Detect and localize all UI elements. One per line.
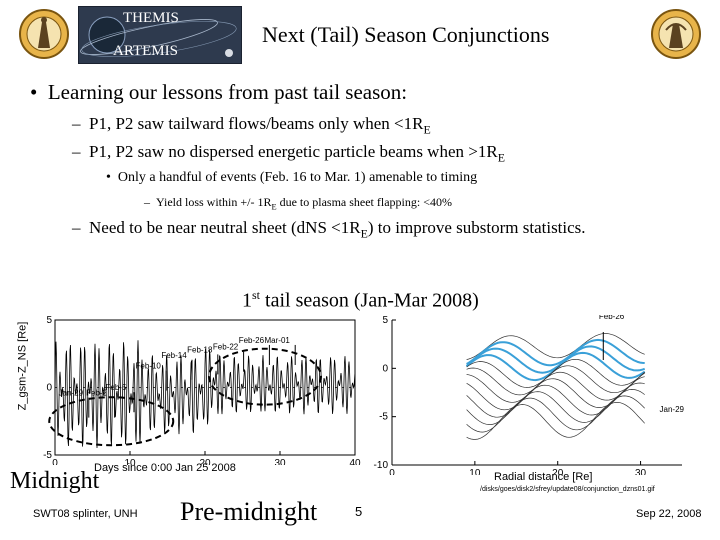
chart-event-label: Feb-2 — [86, 389, 107, 398]
orbit-xtick-label: 10 — [469, 468, 481, 475]
orbit-curve — [466, 382, 645, 418]
chart-ytick-label: 5 — [46, 315, 52, 326]
highlight-ellipse-right — [208, 347, 322, 406]
orbit-ytick-label: -5 — [379, 412, 388, 423]
midnight-label: Midnight — [10, 468, 100, 494]
orbit-curve — [466, 402, 645, 440]
orbit-curve — [466, 395, 645, 433]
footer-date: Sep 22, 2008 — [636, 508, 702, 520]
orbit-plot: 0 10 20 30 5 0 -5 -10 Feb-26 Jan-29 — [374, 315, 685, 475]
chart-xtick-label: 10 — [124, 458, 136, 465]
orbit-xtick-label: 20 — [552, 468, 564, 475]
chart-ytick-label: -5 — [43, 450, 52, 461]
bullet-sub1: – P1, P2 saw tailward flows/beams only w… — [72, 114, 431, 137]
orbit-label-top: Feb-26 — [599, 315, 625, 321]
chart-event-label: Feb-18 — [187, 345, 213, 354]
themis-logo — [19, 9, 69, 59]
bullet-main: • Learning our lessons from past tail se… — [30, 80, 408, 104]
chart-event-label: Mar-01 — [265, 336, 291, 345]
chart-event-label: Feb-22 — [213, 343, 239, 352]
orbit-xtick-label: 30 — [635, 468, 647, 475]
orbit-ytick-label: 5 — [382, 315, 388, 326]
highlight-ellipse-left — [48, 396, 175, 447]
chart-event-label: Feb-26 — [239, 336, 265, 345]
orbit-label-bottom: Jan-29 — [660, 405, 685, 414]
banner-top-text: THEMIS — [123, 10, 179, 26]
chart-event-label: Feb-5 — [105, 383, 126, 392]
premidnight-label: Pre-midnight — [180, 497, 318, 526]
chart-xtick-label: 40 — [349, 458, 361, 465]
orbit-curve — [466, 376, 645, 411]
chart-series — [48, 340, 356, 449]
chart-xtick-label: 0 — [52, 458, 58, 465]
chart-xtick-label: 30 — [274, 458, 286, 465]
orbit-curve — [466, 358, 645, 388]
bullet-dot: • — [30, 80, 48, 104]
orbit-ytick-label: -10 — [374, 460, 389, 471]
slide-title: Next (Tail) Season Conjunctions — [262, 22, 550, 47]
artemis-logo — [651, 9, 701, 59]
chart-series-line — [54, 340, 356, 449]
chart-event-label: Feb-14 — [161, 351, 187, 360]
orbit-curve — [466, 365, 645, 396]
orbit-curves — [465, 333, 646, 440]
orbit-xlabel: Radial distance [Re] — [494, 471, 593, 483]
chart-ytick-label: 0 — [46, 383, 52, 394]
bullet-subsub1: • Only a handful of events (Feb. 16 to M… — [106, 170, 478, 185]
page-number: 5 — [355, 504, 363, 519]
chart-xtick-label: 20 — [199, 458, 211, 465]
orbit-curve — [466, 389, 645, 425]
banner-bottom-text: ARTEMIS — [113, 43, 178, 59]
chart-event-label: Feb-10 — [136, 362, 162, 371]
orbit-curve-highlight — [466, 338, 645, 367]
orbit-labels: Feb-26 Jan-29 — [599, 315, 685, 414]
orbit-curve-highlight — [465, 351, 646, 382]
chart-event-label: Jan-29 — [59, 389, 84, 398]
bullet-sub3: – Need to be near neutral sheet (dNS <1R… — [72, 218, 586, 241]
orbit-curve — [466, 371, 645, 403]
themis-artemis-banner: THEMIS ARTEMIS — [78, 6, 242, 64]
orbit-ytick-label: 0 — [382, 363, 388, 374]
footer-left: SWT08 splinter, UNH — [33, 508, 138, 520]
orbit-xtick-label: 0 — [389, 468, 395, 475]
orbit-axes: 0 10 20 30 5 0 -5 -10 — [374, 315, 682, 475]
chart-xlabel: Days since 0:00 Jan 25 2008 — [94, 462, 236, 474]
bullet-sub2: – P1, P2 saw no dispersed energetic part… — [72, 142, 505, 165]
orbit-swirl-icon — [80, 16, 237, 57]
season-title: 1st tail season (Jan-Mar 2008) — [242, 288, 479, 312]
orbit-curve — [466, 333, 645, 360]
orbit-path: /disks/goes/disk2/sfrey/update08/conjunc… — [480, 486, 655, 493]
chart-ylabel: Z_gsm-Z_NS [Re] — [16, 321, 29, 411]
bullet-subsubsub1: – Yield loss within +/- 1RE due to plasm… — [144, 195, 452, 212]
